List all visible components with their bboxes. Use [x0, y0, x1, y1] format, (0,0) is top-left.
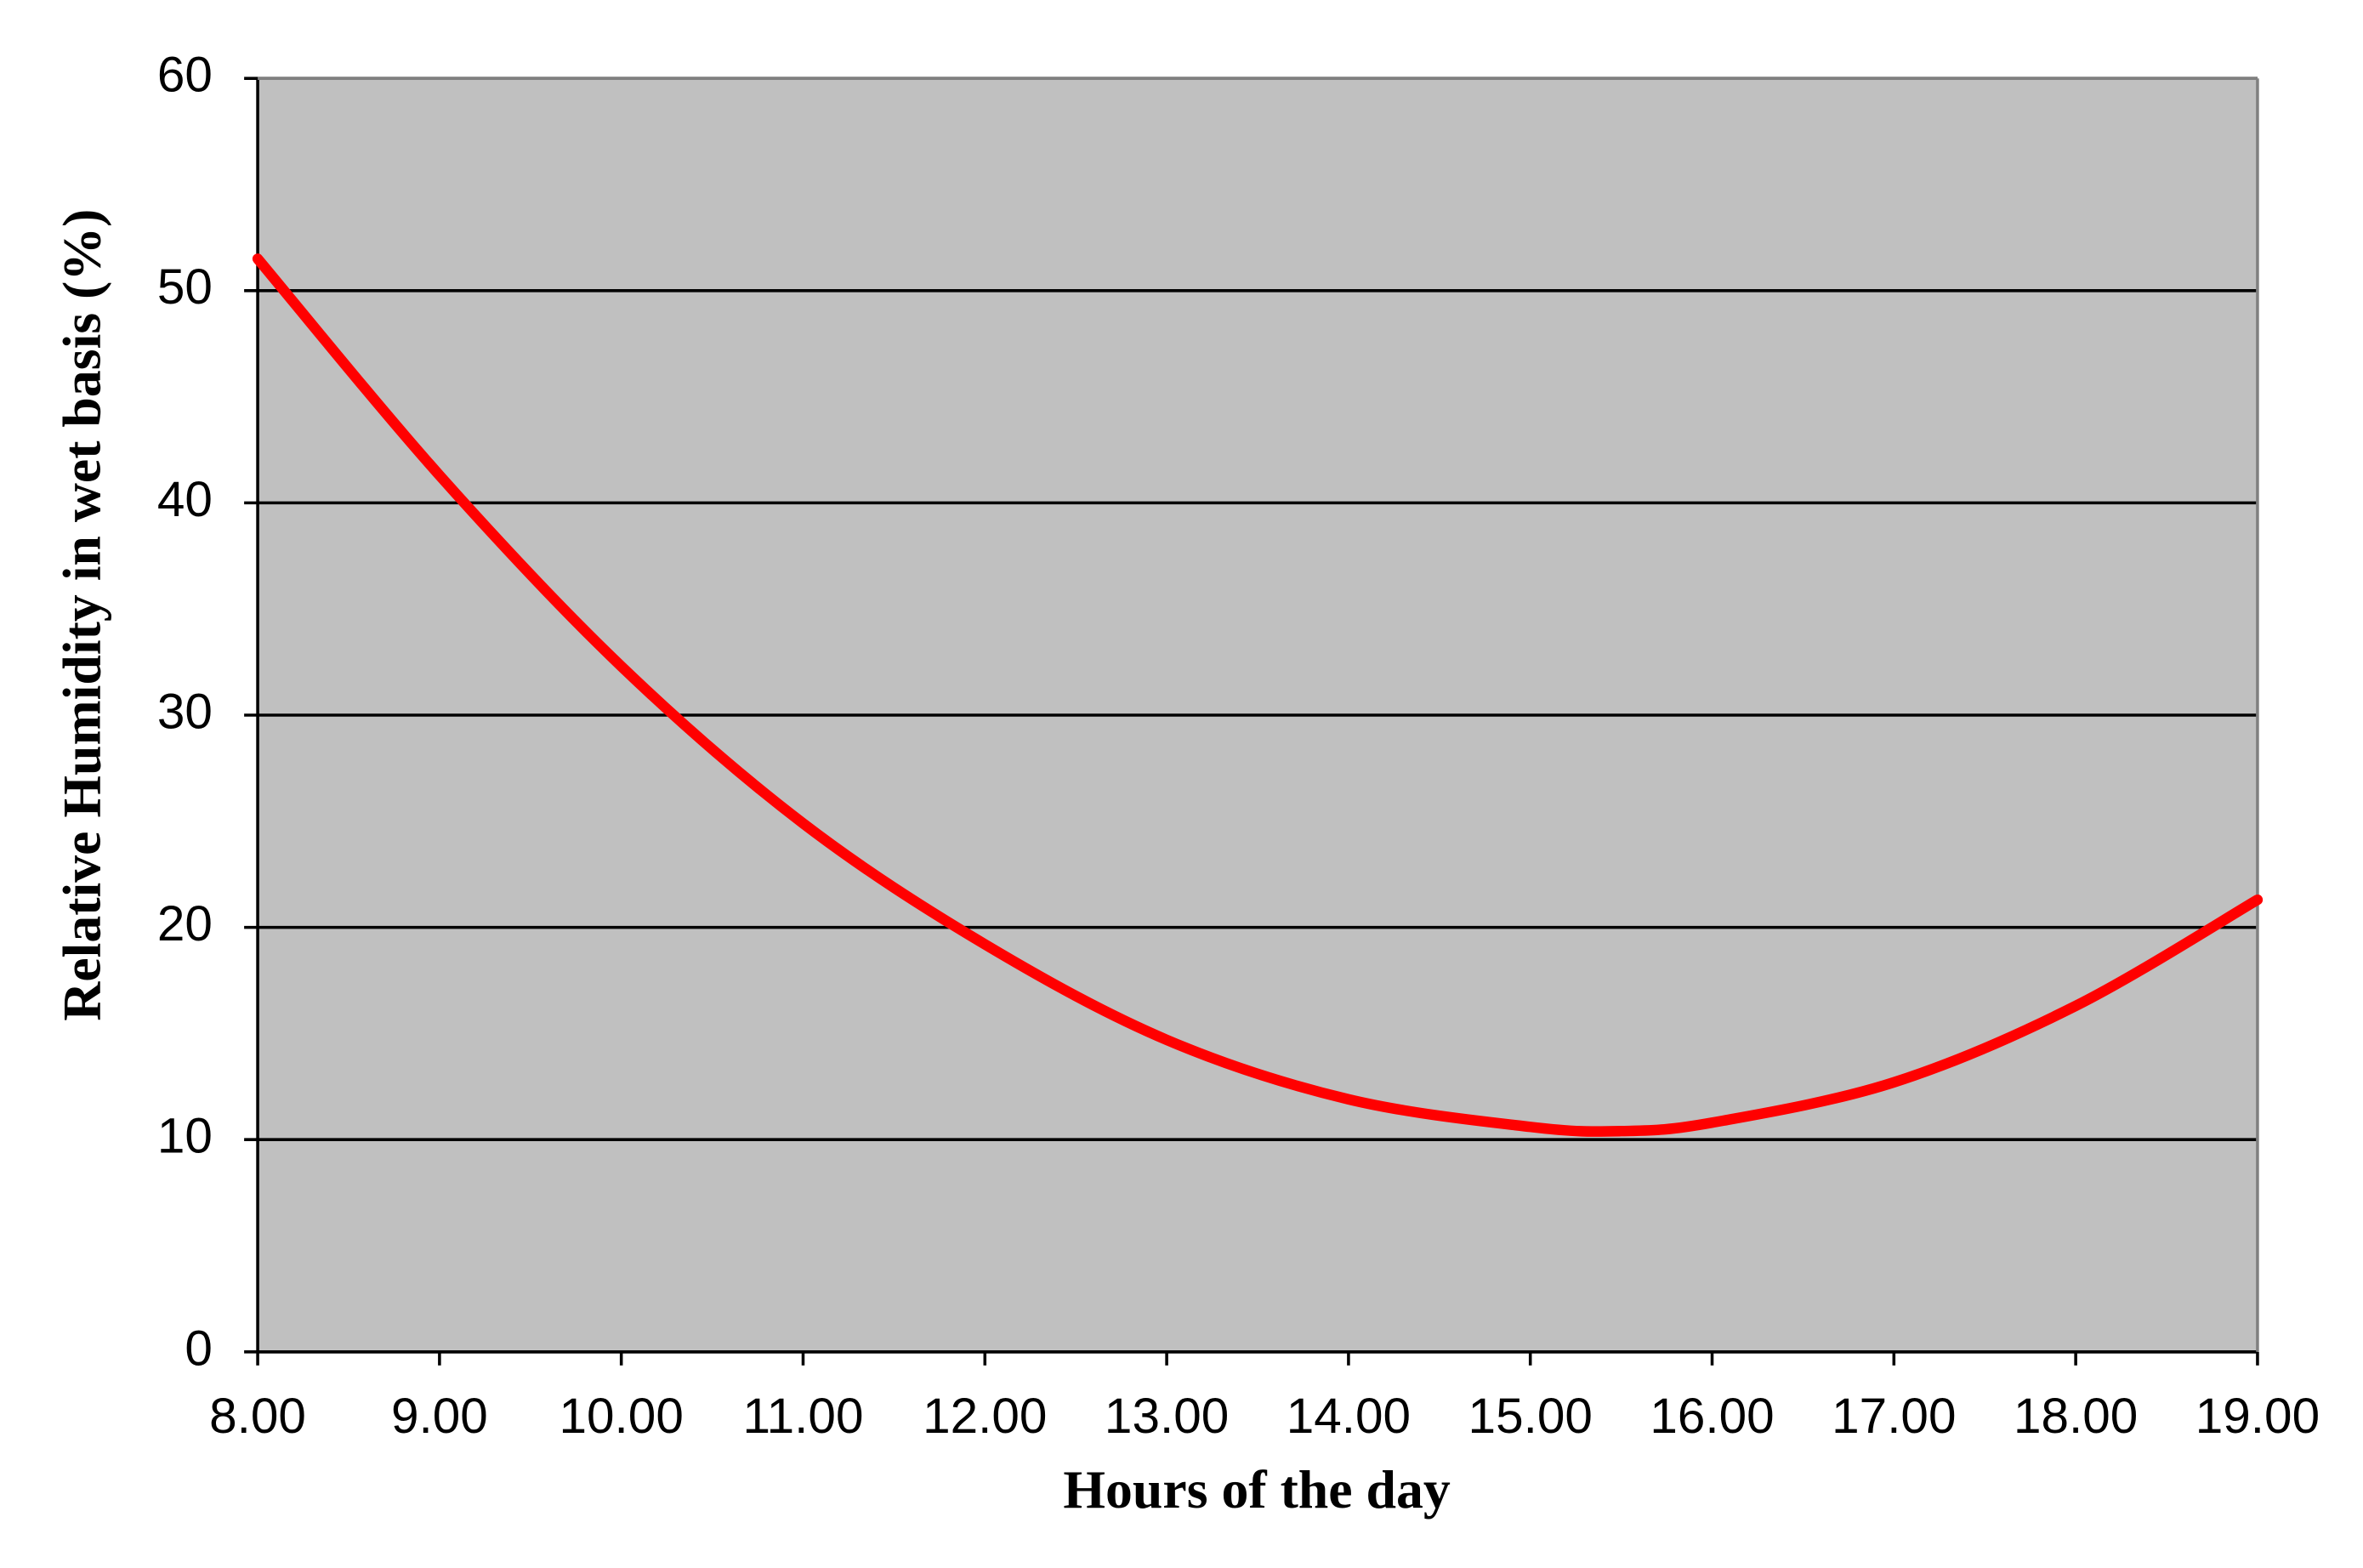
x-tick-label: 14.00 — [1287, 1389, 1411, 1444]
x-tick-label: 12.00 — [923, 1389, 1047, 1444]
x-tick-label: 13.00 — [1105, 1389, 1229, 1444]
x-tick-label: 18.00 — [2014, 1389, 2138, 1444]
y-tick-label: 0 — [185, 1321, 213, 1376]
x-tick-label: 11.00 — [742, 1389, 863, 1444]
x-tick-label: 15.00 — [1468, 1389, 1593, 1444]
data-line — [252, 253, 2264, 1137]
y-tick-label: 10 — [157, 1109, 213, 1164]
x-tick-label: 8.00 — [209, 1389, 306, 1444]
x-tick-label: 16.00 — [1650, 1389, 1774, 1444]
x-tick-label: 10.00 — [560, 1389, 684, 1444]
y-tick-label: 20 — [157, 896, 213, 952]
y-tick-label: 50 — [157, 259, 213, 315]
y-axis-title: Relative Humidity in wet basis (%) — [51, 209, 111, 1021]
x-axis-title: Hours of the day — [1063, 1459, 1451, 1520]
y-tick-label: 30 — [157, 684, 213, 739]
x-tick-label: 19.00 — [2195, 1389, 2320, 1444]
x-tick-label: 9.00 — [391, 1389, 488, 1444]
y-tick-label: 40 — [157, 472, 213, 527]
y-tick-label: 60 — [157, 48, 213, 103]
x-tick-label: 17.00 — [1832, 1389, 1956, 1444]
